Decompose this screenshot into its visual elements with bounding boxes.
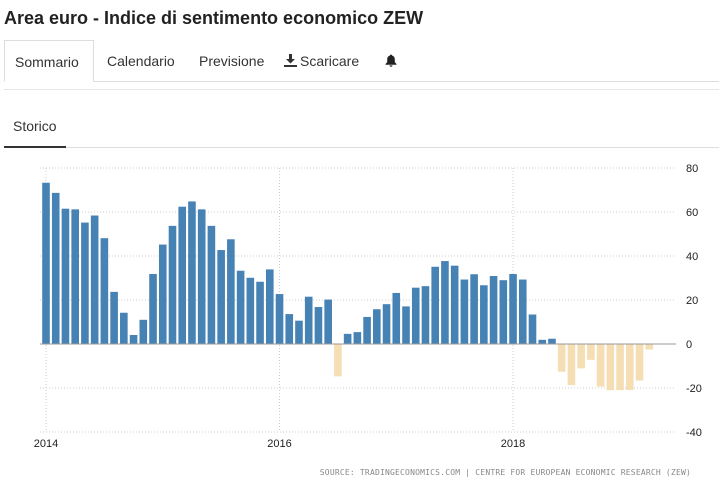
bar (480, 285, 488, 344)
tab-calendario[interactable]: Calendario (107, 40, 175, 82)
bar (635, 344, 644, 381)
chart-bars (42, 182, 654, 391)
bar (334, 344, 342, 377)
bar (139, 319, 148, 344)
bar (61, 208, 70, 344)
bar (168, 225, 177, 344)
bar (295, 320, 303, 344)
bar (178, 206, 187, 344)
bar (110, 291, 118, 344)
y-tick-label: 40 (686, 251, 698, 263)
bar (499, 280, 508, 344)
page-title: Area euro - Indice di sentimento economi… (4, 8, 424, 28)
x-tick-label: 2018 (501, 438, 525, 450)
chart-grid (40, 167, 676, 433)
bar (528, 314, 537, 344)
y-tick-label: 60 (686, 207, 698, 219)
bar (626, 344, 634, 390)
source-note: SOURCE: TRADINGECONOMICS.COM | CENTRE FO… (319, 468, 691, 477)
section-divider (4, 89, 719, 90)
bar (217, 250, 225, 344)
bar (188, 201, 196, 344)
bar (509, 274, 517, 344)
tab-label: Calendario (107, 53, 175, 69)
bar (100, 238, 109, 344)
bar (450, 265, 459, 344)
tab-sommario[interactable]: Sommario (4, 40, 94, 82)
bar (606, 344, 615, 391)
bar (557, 344, 566, 372)
bar (51, 192, 60, 344)
subtab-bar: Storico (4, 110, 719, 148)
bar (392, 292, 401, 344)
bar (518, 279, 527, 344)
bar (227, 239, 235, 344)
bar (265, 269, 274, 344)
bar (236, 270, 245, 344)
x-axis: 2014 2016 2018 (34, 438, 526, 450)
bar (129, 334, 138, 344)
y-tick-label: 80 (686, 163, 698, 175)
bar (158, 244, 167, 344)
bar (285, 314, 294, 344)
bar (441, 261, 449, 344)
bar (81, 222, 89, 344)
subtab-storico[interactable]: Storico (4, 110, 66, 148)
bar (538, 339, 547, 344)
tab-label: Scaricare (300, 53, 360, 69)
bar (616, 344, 624, 391)
bar (431, 266, 439, 344)
bar (460, 279, 469, 344)
bar (304, 296, 313, 344)
bell-icon (385, 54, 397, 67)
bar (363, 316, 371, 344)
bar (577, 344, 585, 369)
bar (382, 304, 391, 344)
bar (373, 309, 381, 344)
bar (197, 209, 206, 344)
bar (548, 338, 556, 344)
bar (314, 307, 323, 344)
bar (324, 299, 332, 344)
bar (90, 215, 99, 344)
tab-scaricare[interactable]: Scaricare (284, 40, 359, 82)
y-tick-label: -40 (686, 427, 702, 439)
bar (587, 344, 595, 360)
y-tick-label: 20 (686, 295, 698, 307)
bar (256, 281, 264, 344)
y-tick-label: 0 (686, 339, 692, 351)
tab-label: Previsione (199, 53, 265, 69)
bar (120, 312, 128, 344)
tab-bar: Sommario Calendario Previsione Scaricare (4, 40, 719, 82)
bar (421, 286, 430, 344)
y-tick-label: -20 (686, 383, 702, 395)
bar (567, 344, 576, 386)
bar (42, 182, 50, 344)
tab-label: Sommario (15, 54, 79, 70)
bar (275, 294, 284, 344)
bar (645, 344, 654, 350)
tab-notifications[interactable] (385, 40, 397, 82)
bar (489, 276, 498, 344)
x-tick-label: 2016 (267, 438, 291, 450)
bar (149, 274, 157, 344)
bar (411, 287, 420, 344)
download-icon (284, 54, 297, 67)
bar (246, 277, 255, 344)
bar (402, 306, 410, 344)
bar (353, 332, 362, 344)
bar (343, 333, 352, 344)
bar (207, 225, 216, 344)
bar (596, 344, 605, 387)
x-tick-label: 2014 (34, 438, 58, 450)
bar (71, 209, 79, 344)
tab-previsione[interactable]: Previsione (199, 40, 264, 82)
bar (470, 274, 478, 344)
y-axis: 80 60 40 20 0 -20 -40 (686, 163, 702, 439)
